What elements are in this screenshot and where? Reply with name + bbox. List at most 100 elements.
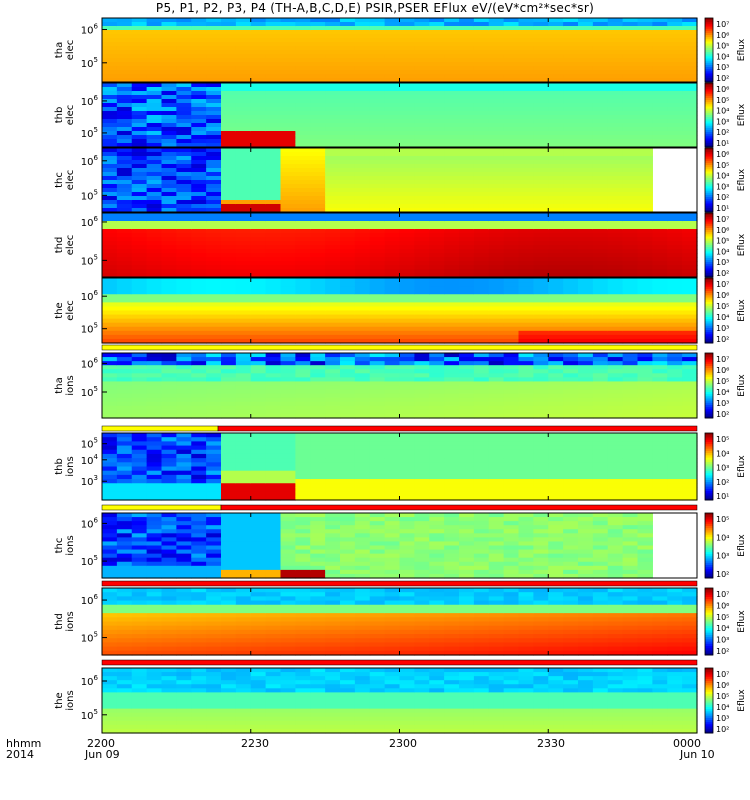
spectrogram-cell — [295, 413, 311, 419]
spectrogram-cell — [265, 119, 282, 124]
spectrogram-cell — [131, 533, 148, 538]
spectrogram-cell — [607, 87, 624, 92]
spectrogram-cell — [161, 441, 177, 447]
spectrogram-cell — [652, 127, 668, 132]
spectrogram-cell — [667, 221, 683, 226]
spectrogram-cell — [191, 95, 207, 100]
spectrogram-cell — [563, 278, 579, 283]
spectrogram-cell — [102, 176, 118, 181]
spectrogram-cell — [578, 433, 594, 438]
spectrogram-cell — [592, 294, 609, 299]
spectrogram-cell — [444, 95, 460, 100]
spectrogram-cell — [667, 445, 683, 451]
spectrogram-cell — [235, 322, 252, 328]
spectrogram-cell — [116, 357, 133, 362]
spectrogram-cell — [429, 393, 445, 399]
spectrogram-cell — [444, 310, 460, 316]
spectrogram-cell — [116, 545, 133, 551]
spectrogram-cell — [622, 397, 639, 403]
spectrogram-cell — [444, 545, 460, 551]
spectrogram-cell — [369, 221, 386, 226]
spectrogram-cell — [488, 322, 505, 328]
spectrogram-cell — [221, 42, 237, 47]
spectrogram-cell — [652, 413, 668, 419]
spectrogram-cell — [280, 30, 296, 35]
spectrogram-cell — [354, 298, 371, 303]
spectrogram-cell — [146, 208, 163, 213]
spectrogram-cell — [503, 265, 520, 270]
spectrogram-cell — [235, 66, 252, 71]
spectrogram-cell — [622, 361, 639, 366]
spectrogram-cell — [310, 513, 326, 518]
spectrogram-cell — [563, 314, 579, 320]
spectrogram-cell — [235, 401, 252, 407]
spectrogram-cell — [310, 42, 326, 47]
spectrogram-cell — [518, 466, 534, 472]
spectrogram-cell — [116, 208, 133, 213]
spectrogram-cell — [384, 413, 401, 419]
spectrogram-cell — [191, 26, 207, 31]
spectrogram-cell — [221, 188, 237, 193]
spectrogram-cell — [652, 143, 668, 148]
spectrogram-cell — [340, 70, 356, 75]
spectrogram-cell — [161, 401, 177, 407]
spectrogram-cell — [206, 513, 222, 518]
spectrogram-cell — [503, 314, 520, 320]
spectrogram-cell — [652, 405, 668, 411]
spectrogram-cell — [369, 397, 386, 403]
spectrogram-cell — [369, 184, 386, 189]
spectrogram-cell — [607, 278, 624, 283]
spectrogram-cell — [533, 437, 549, 442]
spectrogram-cell — [310, 26, 326, 31]
spectrogram-cell — [503, 513, 520, 518]
spectrogram-cell — [444, 208, 460, 213]
spectrogram-cell — [116, 184, 133, 189]
spectrogram-cell — [429, 123, 445, 128]
spectrogram-cell — [607, 290, 624, 295]
spectrogram-cell — [548, 70, 564, 75]
spectrogram-cell — [131, 42, 148, 47]
spectrogram-cell — [488, 373, 505, 378]
spectrogram-cell — [116, 334, 133, 340]
spectrogram-cell — [429, 483, 445, 489]
spectrogram-cell — [667, 491, 683, 497]
spectrogram-cell — [310, 298, 326, 303]
spectrogram-cell — [206, 573, 222, 579]
spectrogram-cell — [235, 441, 252, 447]
spectrogram-cell — [354, 449, 371, 455]
spectrogram-cell — [637, 184, 653, 189]
spectrogram-cell — [325, 401, 341, 407]
spectrogram-cell — [295, 91, 311, 96]
spectrogram-cell — [607, 466, 624, 472]
spectrogram-cell — [503, 545, 520, 551]
spectrogram-cell — [116, 397, 133, 403]
spectrogram-cell — [325, 389, 341, 395]
spectrogram-cell — [384, 306, 401, 312]
spectrogram-cell — [488, 42, 505, 47]
spectrogram-cell — [682, 62, 698, 67]
spectrogram-cell — [682, 22, 698, 27]
spectrogram-cell — [667, 54, 683, 59]
spectrogram-cell — [235, 397, 252, 403]
spectrogram-cell — [667, 393, 683, 399]
spectrogram-cell — [161, 306, 177, 312]
spectrogram-cell — [652, 241, 668, 246]
spectrogram-cell — [444, 115, 460, 120]
spectrogram-cell — [652, 119, 668, 124]
spectrogram-cell — [191, 196, 207, 201]
spectrogram-cell — [429, 517, 445, 522]
spectrogram-cell — [637, 115, 653, 120]
spectrogram-cell — [578, 143, 594, 148]
spectrogram-cell — [637, 393, 653, 399]
spectrogram-cell — [414, 273, 430, 278]
spectrogram-cell — [176, 273, 192, 278]
spectrogram-cell — [622, 200, 639, 205]
spectrogram-cell — [518, 314, 534, 320]
spectrogram-cell — [191, 66, 207, 71]
spectrogram-cell — [414, 330, 430, 336]
spectrogram-cell — [533, 401, 549, 407]
spectrogram-cell — [116, 290, 133, 295]
spectrogram-cell — [280, 361, 296, 366]
spectrogram-cell — [325, 474, 341, 480]
spectrogram-cell — [369, 537, 386, 543]
